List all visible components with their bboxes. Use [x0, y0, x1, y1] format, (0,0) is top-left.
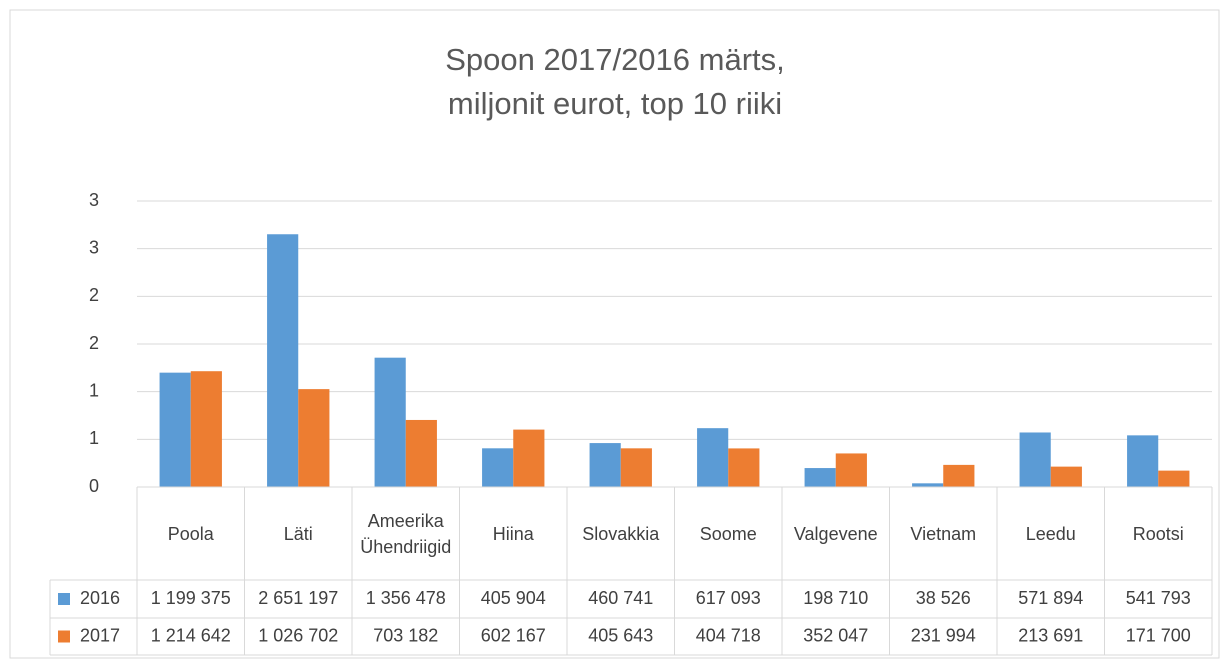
y-tick-label: 3: [89, 237, 99, 257]
category-label: Soome: [699, 523, 757, 544]
bar: [835, 453, 867, 487]
bar: [804, 468, 836, 487]
chart-title: miljonit eurot, top 10 riiki: [448, 86, 782, 121]
bar: [482, 448, 514, 487]
bar: [728, 448, 760, 487]
data-table-value: 571 894: [1018, 588, 1083, 608]
data-table-value: 352 047: [803, 625, 868, 645]
data-table-value: 1 356 478: [366, 588, 446, 608]
y-tick-label: 1: [89, 428, 99, 448]
y-tick-label: 2: [89, 285, 99, 305]
data-table-value: 38 526: [916, 588, 971, 608]
data-table-value: 198 710: [803, 588, 868, 608]
data-table-value: 2 651 197: [258, 588, 338, 608]
y-tick-label: 0: [89, 476, 99, 496]
bar: [298, 389, 330, 487]
bar: [1050, 466, 1082, 487]
data-table-value: 541 793: [1126, 588, 1191, 608]
category-label: Valgevene: [793, 523, 878, 544]
data-table-value: 231 994: [911, 625, 976, 645]
bar: [589, 443, 621, 487]
bar: [374, 357, 406, 487]
data-table-value: 404 718: [696, 625, 761, 645]
bar: [620, 448, 652, 487]
y-tick-label: 1: [89, 380, 99, 400]
bar: [697, 428, 729, 487]
data-table-value: 1 026 702: [258, 625, 338, 645]
bar: [190, 371, 222, 487]
y-tick-label: 3: [89, 190, 99, 210]
category-label: Hiina: [492, 523, 534, 544]
bar: [943, 464, 975, 487]
legend-key: [58, 593, 70, 605]
y-tick-label: 2: [89, 333, 99, 353]
bar: [513, 429, 545, 487]
bar: [1019, 432, 1051, 487]
legend-label: 2016: [80, 588, 120, 608]
data-table-value: 1 214 642: [151, 625, 231, 645]
category-label: Vietnam: [910, 523, 977, 544]
data-table-value: 171 700: [1126, 625, 1191, 645]
bar: [405, 419, 437, 487]
data-table-value: 1 199 375: [151, 588, 231, 608]
bar: [159, 372, 191, 487]
data-table-value: 602 167: [481, 625, 546, 645]
bar: [912, 483, 944, 487]
data-table-value: 405 904: [481, 588, 546, 608]
data-table-value: 617 093: [696, 588, 761, 608]
bar: [1158, 470, 1190, 487]
category-label: Slovakkia: [582, 523, 660, 544]
category-label: Rootsi: [1132, 523, 1184, 544]
legend-key: [58, 630, 70, 643]
data-table-value: 460 741: [588, 588, 653, 608]
chart-border: [9, 9, 1220, 659]
bar: [1127, 435, 1159, 487]
data-table-value: 703 182: [373, 625, 438, 645]
data-table-value: 213 691: [1018, 625, 1083, 645]
chart-title: Spoon 2017/2016 märts,: [445, 42, 785, 77]
legend-label: 2017: [80, 625, 120, 645]
category-label: Leedu: [1025, 523, 1076, 544]
data-table-value: 405 643: [588, 625, 653, 645]
category-label: Läti: [283, 523, 313, 544]
category-label: Ameerika Ühendriigid: [360, 510, 452, 557]
category-label: Poola: [167, 523, 214, 544]
bar: [267, 234, 299, 487]
